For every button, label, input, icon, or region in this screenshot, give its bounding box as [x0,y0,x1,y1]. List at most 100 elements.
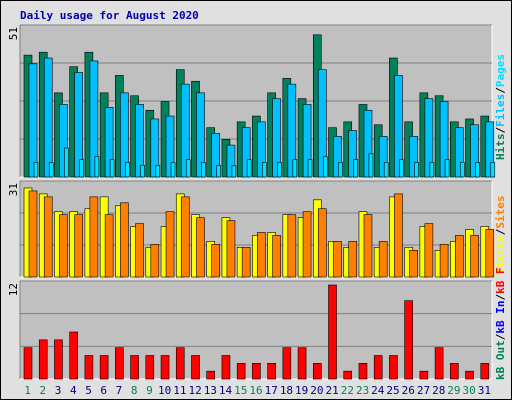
day-label: 10 [158,384,171,397]
bar-sites-day-14 [226,220,236,278]
bar-files-day-27 [424,98,434,178]
legend-item: Files [494,94,507,127]
bar-sites-day-31 [485,229,495,278]
bar-kb-f-day-11 [175,347,185,380]
day-label: 26 [402,384,415,397]
bar-pages-day-22 [353,159,359,178]
legend-item: kB Out [494,340,507,380]
bar-files-day-29 [455,127,464,178]
bar-pages-day-6 [109,159,115,178]
day-label: 22 [341,384,354,397]
bar-pages-day-11 [185,159,191,178]
y-max-label: 31 [7,183,20,196]
day-label: 11 [173,384,186,397]
day-label: 7 [116,384,123,397]
bar-kb-f-day-3 [54,339,63,380]
bar-files-day-26 [409,136,418,178]
day-label: 21 [326,384,339,397]
bar-kb-f-day-23 [358,363,368,380]
bar-kb-f-day-18 [282,347,292,380]
legend-item: kB In [494,301,507,334]
bar-kb-f-day-31 [480,363,490,380]
bar-sites-day-28 [439,244,449,278]
bar-kb-f-day-15 [236,363,246,380]
legend-item: / [494,87,507,94]
bar-pages-day-29 [460,162,465,178]
bar-files-day-16 [257,121,266,178]
bar-sites-day-5 [89,196,99,278]
day-label: 12 [188,384,201,397]
bar-sites-day-26 [409,249,418,278]
bar-sites-day-1 [28,190,38,278]
bar-sites-day-12 [196,217,205,278]
bar-pages-day-9 [155,165,161,178]
bar-pages-day-21 [338,162,343,178]
bar-files-day-30 [470,124,479,178]
day-label: 1 [24,384,31,397]
day-label: 5 [85,384,92,397]
bar-files-day-6 [104,107,114,178]
bar-files-day-7 [120,92,129,178]
bar-files-day-31 [485,121,495,178]
day-label: 25 [386,384,399,397]
bar-files-day-14 [226,144,236,178]
bar-kb-f-day-21 [328,284,337,380]
legend-item: / [494,228,507,235]
bar-files-day-19 [302,104,312,178]
day-label: 24 [371,384,385,397]
bar-sites-day-29 [455,235,464,278]
bar-sites-day-4 [74,214,83,278]
bar-kb-f-day-4 [69,331,78,380]
legend-item: / [494,333,507,340]
bar-sites-day-9 [150,244,160,278]
day-label: 29 [447,384,460,397]
bar-files-day-23 [363,109,373,178]
bar-files-day-22 [348,130,358,178]
legend-item: / [494,127,507,134]
bar-kb-f-day-19 [297,347,307,380]
bar-pages-day-16 [262,162,267,178]
bar-sites-day-18 [287,214,297,278]
day-label: 2 [40,384,47,397]
bar-kb-f-day-10 [160,355,170,380]
bar-sites-day-30 [470,235,479,278]
bar-sites-day-16 [257,232,266,278]
bar-kb-f-day-12 [191,355,200,380]
bar-files-day-20 [317,69,327,178]
day-label: 19 [295,384,308,397]
day-label: 23 [356,384,369,397]
day-label: 6 [100,384,107,397]
bar-pages-day-23 [368,153,374,178]
bar-files-day-10 [165,115,175,178]
bar-kb-f-day-1 [23,347,33,380]
bar-files-day-28 [439,101,449,178]
day-label: 18 [280,384,293,397]
bar-kb-f-day-24 [373,355,383,380]
legend-top: Hits/Files/Pages [494,54,507,160]
bar-pages-day-17 [277,162,282,178]
bar-sites-day-2 [43,196,53,278]
bar-sites-day-23 [363,214,373,278]
bar-pages-day-18 [292,159,298,178]
bar-pages-day-14 [231,165,237,178]
day-label: 28 [432,384,445,397]
bar-files-day-8 [135,104,144,178]
bar-files-day-13 [211,133,221,178]
bar-kb-f-day-5 [84,355,94,380]
bar-sites-day-27 [424,223,434,278]
bar-pages-day-4 [79,159,84,178]
day-label: 9 [146,384,153,397]
y-max-label: 12 [7,283,20,296]
bar-pages-day-30 [475,162,480,178]
bar-sites-day-10 [165,211,175,278]
bar-pages-day-24 [383,162,389,178]
bar-kb-f-day-6 [99,355,109,380]
y-max-label: 51 [7,27,20,40]
bar-pages-day-7 [125,162,130,178]
day-label: 4 [70,384,77,397]
bar-sites-day-19 [302,211,312,278]
bar-pages-day-20 [322,156,328,178]
bar-sites-day-11 [180,196,190,278]
bar-sites-day-7 [120,202,129,278]
